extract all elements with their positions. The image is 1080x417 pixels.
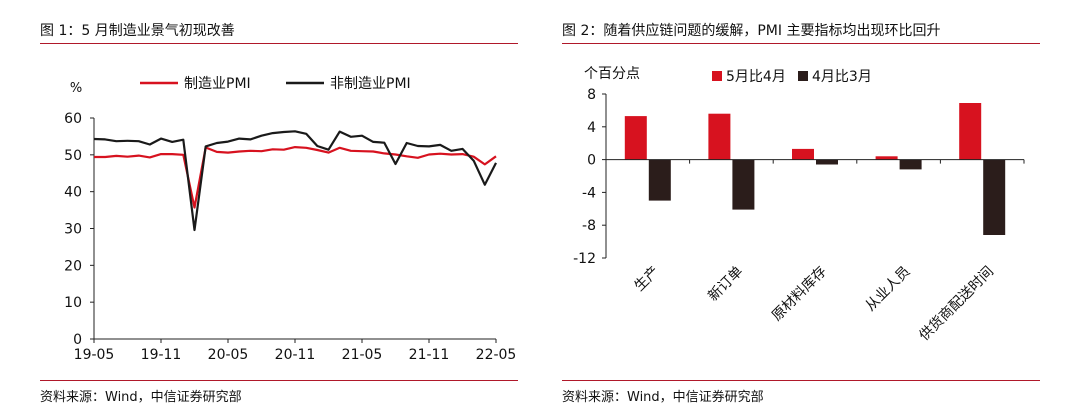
source-rule — [40, 380, 518, 381]
bar-april-vs-march — [899, 159, 922, 170]
title-rule — [40, 43, 518, 44]
category-label: 新订单 — [705, 264, 746, 305]
y-tick-label: -12 — [573, 251, 596, 267]
chart-title: 图 1：5 月制造业景气初现改善 — [40, 23, 235, 39]
y-tick-label: -4 — [582, 185, 596, 201]
legend-swatch — [798, 71, 808, 81]
title-rule — [562, 43, 1040, 44]
bar-may-vs-april — [875, 156, 898, 160]
bar-chart-panel: 图 2：随着供应链问题的缓解，PMI 主要指标均出现环比回升 8 4 0 -4 -8 -1… — [562, 0, 1040, 417]
y-tick-label: 8 — [587, 87, 596, 103]
source-note: 资料来源：Wind，中信证券研究部 — [562, 390, 764, 405]
legend-label: 制造业PMI — [184, 76, 251, 92]
y-tick-label: 60 — [64, 111, 82, 127]
legend-label: 5月比4月 — [726, 69, 786, 85]
category-label: 从业人员 — [863, 264, 914, 315]
category-label: 原材料库存 — [769, 264, 830, 325]
chart-title: 图 2：随着供应链问题的缓解，PMI 主要指标均出现环比回升 — [562, 23, 941, 39]
x-tick-label: 21-05 — [342, 347, 383, 363]
source-rule — [562, 380, 1040, 381]
bar-april-vs-march — [648, 159, 671, 201]
bar-may-vs-april — [708, 113, 731, 160]
series-line-non-manufacturing-pmi — [93, 130, 497, 232]
y-tick-label: 10 — [64, 295, 82, 311]
y-tick-label: 0 — [587, 153, 596, 169]
series-line-manufacturing-pmi — [94, 146, 497, 209]
y-tick-label: 0 — [73, 332, 82, 348]
category-label: 供货商配送时间 — [916, 263, 997, 344]
bar-may-vs-april — [792, 148, 814, 160]
bar-may-vs-april — [624, 116, 647, 160]
y-tick-label: 40 — [64, 185, 82, 201]
legend-swatch — [712, 71, 722, 81]
y-tick-label: -8 — [582, 218, 596, 234]
category-label: 生产 — [632, 264, 663, 295]
bar-may-vs-april — [959, 103, 982, 160]
legend-label: 4月比3月 — [812, 69, 872, 85]
bar-april-vs-march — [983, 159, 1006, 235]
x-tick-label: 22-05 — [476, 347, 517, 363]
x-tick-label: 20-11 — [275, 347, 316, 363]
bar-april-vs-march — [816, 159, 838, 165]
line-chart: 0 10 20 30 40 50 60% 19-05 19-11 20-05 20-11 21-05 2… — [64, 76, 517, 363]
bar-april-vs-march — [732, 159, 755, 210]
x-tick-label: 20-05 — [208, 347, 249, 363]
x-tick-label: 19-05 — [74, 347, 115, 363]
line-chart-panel: 图 1：5 月制造业景气初现改善 0 10 20 30 40 50 60% 19-05 19-1… — [40, 0, 518, 417]
legend-label: 非制造业PMI — [330, 76, 411, 92]
y-tick-label: 20 — [64, 258, 82, 274]
source-note: 资料来源：Wind，中信证券研究部 — [40, 390, 242, 405]
y-tick-label: 50 — [64, 148, 82, 164]
y-tick-label: 30 — [64, 222, 82, 238]
y-axis-unit: % — [70, 81, 82, 96]
x-tick-label: 21-11 — [409, 347, 450, 363]
y-tick-label: 4 — [587, 120, 596, 136]
x-tick-label: 19-11 — [141, 347, 182, 363]
y-axis-unit: 个百分点 — [584, 66, 640, 82]
